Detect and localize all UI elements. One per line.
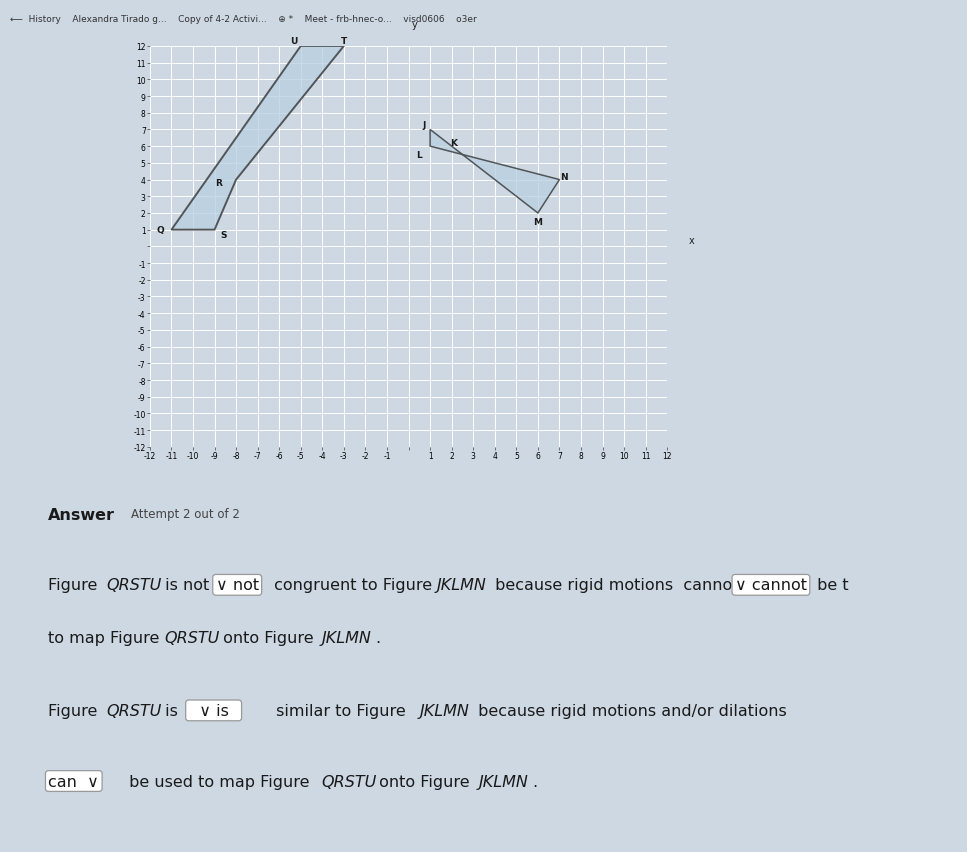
Text: ∨ cannot: ∨ cannot — [735, 578, 806, 593]
Text: JKLMN: JKLMN — [420, 703, 470, 718]
Text: Figure: Figure — [48, 578, 103, 593]
Text: JKLMN: JKLMN — [322, 630, 372, 646]
Text: because rigid motions  cannot: because rigid motions cannot — [490, 578, 744, 593]
Text: ∨ is: ∨ is — [189, 703, 239, 718]
Text: congruent to Figure: congruent to Figure — [269, 578, 437, 593]
Text: x: x — [689, 235, 694, 245]
Text: is: is — [160, 703, 177, 718]
Text: U: U — [291, 37, 298, 46]
Text: onto Figure: onto Figure — [218, 630, 318, 646]
Text: y: y — [412, 20, 418, 30]
Text: Figure: Figure — [48, 703, 103, 718]
Text: .: . — [532, 774, 537, 789]
Text: Attempt 2 out of 2: Attempt 2 out of 2 — [131, 507, 240, 520]
Text: R: R — [216, 179, 222, 188]
Text: ⟵  History    Alexandra Tirado g...    Copy of 4-2 Activi...    ⊕ *    Meet - fr: ⟵ History Alexandra Tirado g... Copy of … — [10, 14, 477, 24]
Text: to map Figure: to map Figure — [48, 630, 164, 646]
Text: is not: is not — [160, 578, 214, 593]
Text: QRSTU: QRSTU — [106, 578, 161, 593]
Text: similar to Figure: similar to Figure — [271, 703, 411, 718]
Text: be used to map Figure: be used to map Figure — [124, 774, 314, 789]
Text: onto Figure: onto Figure — [374, 774, 475, 789]
Text: QRSTU: QRSTU — [164, 630, 220, 646]
Text: J: J — [422, 121, 425, 130]
Text: T: T — [340, 37, 347, 46]
Text: JKLMN: JKLMN — [437, 578, 487, 593]
Polygon shape — [430, 130, 560, 214]
Text: S: S — [220, 231, 226, 240]
Text: L: L — [417, 151, 423, 160]
Text: because rigid motions and/or dilations: because rigid motions and/or dilations — [473, 703, 786, 718]
Text: Q: Q — [157, 226, 164, 235]
Text: be t: be t — [812, 578, 849, 593]
Text: M: M — [534, 217, 542, 227]
Text: QRSTU: QRSTU — [106, 703, 161, 718]
Text: K: K — [451, 139, 457, 148]
Text: ∨ not: ∨ not — [216, 578, 259, 593]
Text: can  ∨: can ∨ — [48, 774, 100, 789]
Text: Answer: Answer — [48, 507, 115, 522]
Text: QRSTU: QRSTU — [321, 774, 376, 789]
Text: N: N — [560, 172, 568, 181]
Text: JKLMN: JKLMN — [479, 774, 529, 789]
Text: .: . — [375, 630, 380, 646]
Polygon shape — [171, 47, 344, 230]
